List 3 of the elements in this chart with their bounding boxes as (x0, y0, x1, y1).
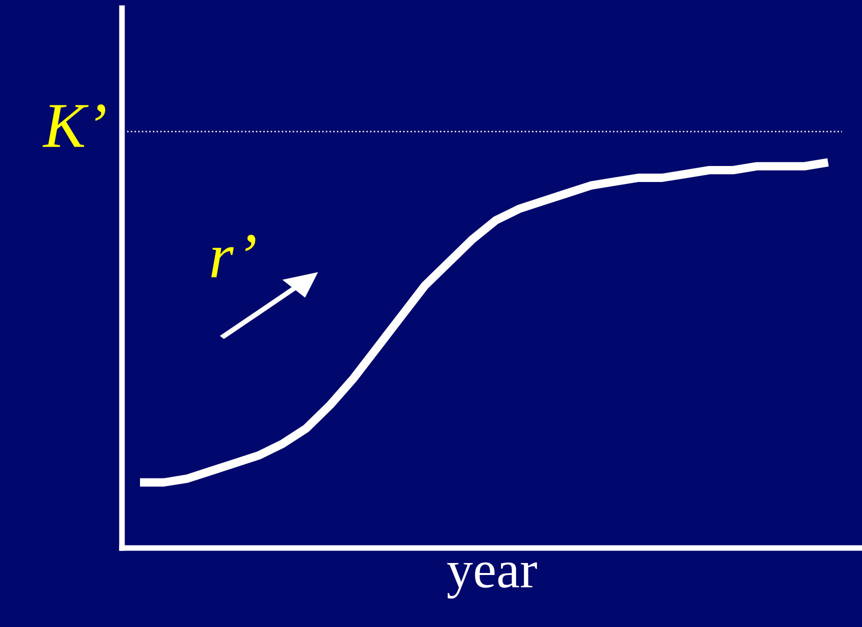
ref-line-label: K’ (42, 104, 106, 147)
x-axis-title: year (447, 562, 537, 599)
annotation: r’ (211, 234, 256, 278)
